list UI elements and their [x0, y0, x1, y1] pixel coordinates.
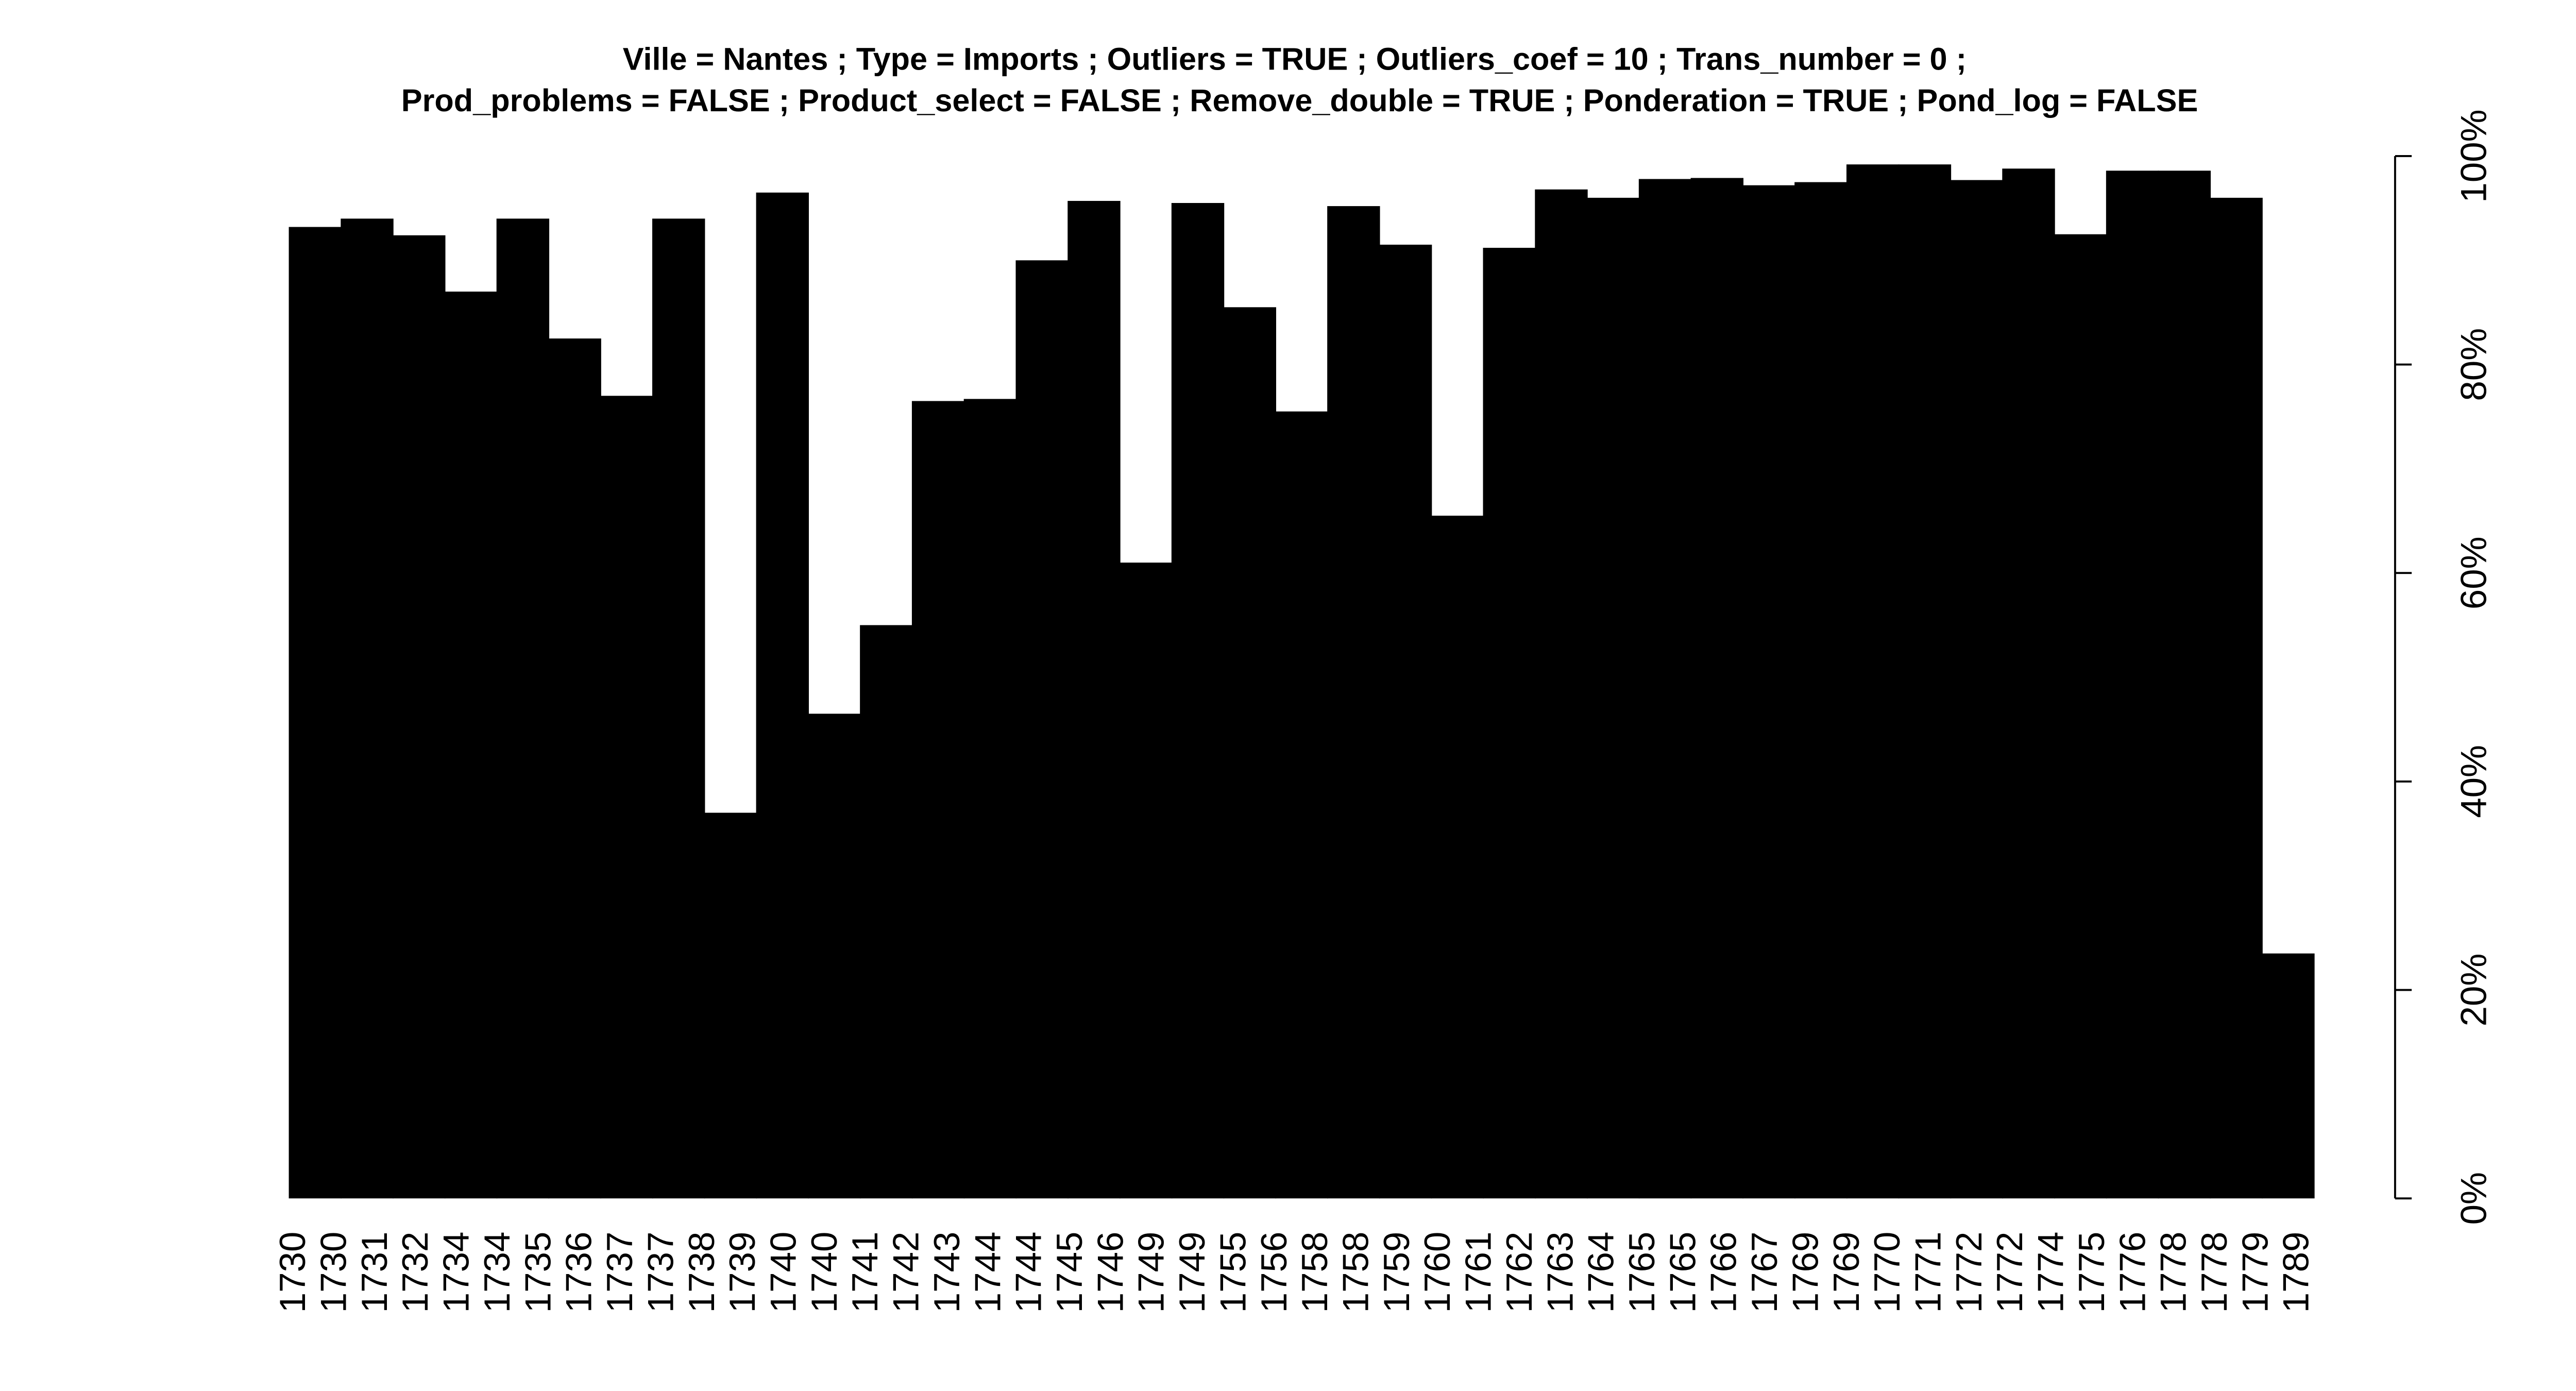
- x-tick-label: 1742: [886, 1232, 927, 1313]
- x-tick-label: 1778: [2154, 1232, 2194, 1313]
- bar: [1327, 206, 1380, 1199]
- bar: [860, 625, 913, 1199]
- bar: [548, 338, 601, 1199]
- bar: [496, 218, 550, 1199]
- x-tick-label: 1756: [1254, 1232, 1295, 1313]
- x-tick-label: 1765: [1622, 1232, 1663, 1313]
- x-tick-label: 1730: [314, 1232, 354, 1313]
- bar: [341, 218, 394, 1199]
- x-tick-label: 1779: [2235, 1232, 2276, 1313]
- bar: [2106, 171, 2159, 1199]
- x-tick-label: 1771: [1908, 1232, 1948, 1313]
- bar: [808, 714, 861, 1199]
- bar: [1950, 180, 2003, 1199]
- x-tick-label: 1764: [1581, 1232, 1622, 1313]
- bar: [1690, 178, 1744, 1199]
- chart-title: Ville = Nantes ; Type = Imports ; Outlie…: [623, 41, 1967, 76]
- x-tick-label: 1758: [1295, 1232, 1335, 1313]
- x-tick-label: 1736: [559, 1232, 600, 1313]
- x-tick-label: 1744: [1009, 1232, 1049, 1313]
- x-tick-label: 1774: [2031, 1232, 2072, 1313]
- x-tick-label: 1746: [1090, 1232, 1131, 1313]
- x-tick-label: 1772: [1949, 1232, 1990, 1313]
- x-tick-label: 1734: [436, 1232, 477, 1313]
- bar: [393, 235, 446, 1199]
- x-tick-label: 1734: [477, 1232, 518, 1313]
- bar: [1275, 411, 1328, 1199]
- y-tick-label: 60%: [2453, 536, 2494, 609]
- x-tick-label: 1737: [640, 1232, 681, 1313]
- bar: [1015, 260, 1069, 1199]
- x-tick-label: 1789: [2276, 1232, 2317, 1313]
- x-tick-label: 1737: [600, 1232, 640, 1313]
- x-tick-label: 1770: [1867, 1232, 1908, 1313]
- x-tick-label: 1743: [927, 1232, 968, 1313]
- x-tick-label: 1761: [1459, 1232, 1499, 1313]
- x-tick-label: 1762: [1499, 1232, 1540, 1313]
- bar: [1742, 185, 1795, 1199]
- bar: [1535, 189, 1588, 1199]
- bar: [1483, 248, 1536, 1199]
- y-tick-label: 40%: [2453, 745, 2494, 818]
- x-tick-label: 1767: [1744, 1232, 1785, 1313]
- x-tick-label: 1772: [1990, 1232, 2030, 1313]
- bar: [600, 396, 653, 1199]
- y-tick-label: 100%: [2453, 109, 2494, 202]
- bar: [1794, 182, 1848, 1199]
- x-tick-label: 1730: [273, 1232, 313, 1313]
- bar: [1431, 515, 1484, 1199]
- bar: [289, 227, 342, 1199]
- bar: [444, 291, 498, 1199]
- x-tick-label: 1776: [2112, 1232, 2153, 1313]
- x-tick-label: 1731: [354, 1232, 395, 1313]
- x-tick-label: 1744: [968, 1232, 1008, 1313]
- x-tick-label: 1739: [722, 1232, 763, 1313]
- x-tick-label: 1769: [1826, 1232, 1867, 1313]
- x-tick-label: 1766: [1704, 1232, 1744, 1313]
- bar: [1587, 197, 1640, 1199]
- x-tick-label: 1740: [763, 1232, 804, 1313]
- x-tick-label: 1732: [395, 1232, 436, 1313]
- bar: [2002, 168, 2055, 1199]
- x-tick-label: 1740: [804, 1232, 845, 1313]
- chart-title: Prod_problems = FALSE ; Product_select =…: [401, 83, 2198, 118]
- bar: [2054, 234, 2107, 1199]
- y-tick-label: 20%: [2453, 954, 2494, 1027]
- x-tick-label: 1755: [1213, 1232, 1253, 1313]
- x-tick-label: 1759: [1377, 1232, 1417, 1313]
- bar: [1846, 164, 1900, 1199]
- x-tick-label: 1749: [1172, 1232, 1213, 1313]
- y-tick-label: 80%: [2453, 328, 2494, 401]
- x-tick-label: 1778: [2194, 1232, 2235, 1313]
- bar: [1379, 244, 1432, 1199]
- bar: [1223, 307, 1276, 1199]
- bar: [2262, 953, 2315, 1199]
- x-tick-label: 1749: [1131, 1232, 1172, 1313]
- bar: [911, 401, 965, 1199]
- x-tick-label: 1741: [845, 1232, 886, 1313]
- x-tick-label: 1758: [1335, 1232, 1376, 1313]
- bar: [1120, 563, 1173, 1199]
- bar: [1171, 203, 1225, 1199]
- x-tick-label: 1745: [1049, 1232, 1090, 1313]
- x-tick-label: 1738: [682, 1232, 722, 1313]
- bar: [2210, 197, 2263, 1199]
- bar: [704, 812, 757, 1199]
- bar: [756, 192, 809, 1199]
- bar: [2158, 171, 2211, 1199]
- bar: [1638, 179, 1692, 1199]
- bar: [963, 399, 1017, 1199]
- x-tick-label: 1735: [518, 1232, 558, 1313]
- x-tick-label: 1775: [2072, 1232, 2112, 1313]
- x-tick-label: 1763: [1540, 1232, 1581, 1313]
- bar: [1898, 164, 1952, 1199]
- x-tick-label: 1765: [1663, 1232, 1703, 1313]
- bar: [1067, 200, 1121, 1199]
- y-tick-label: 0%: [2453, 1172, 2494, 1225]
- x-tick-label: 1769: [1785, 1232, 1826, 1313]
- x-tick-label: 1760: [1417, 1232, 1458, 1313]
- bar: [652, 218, 705, 1199]
